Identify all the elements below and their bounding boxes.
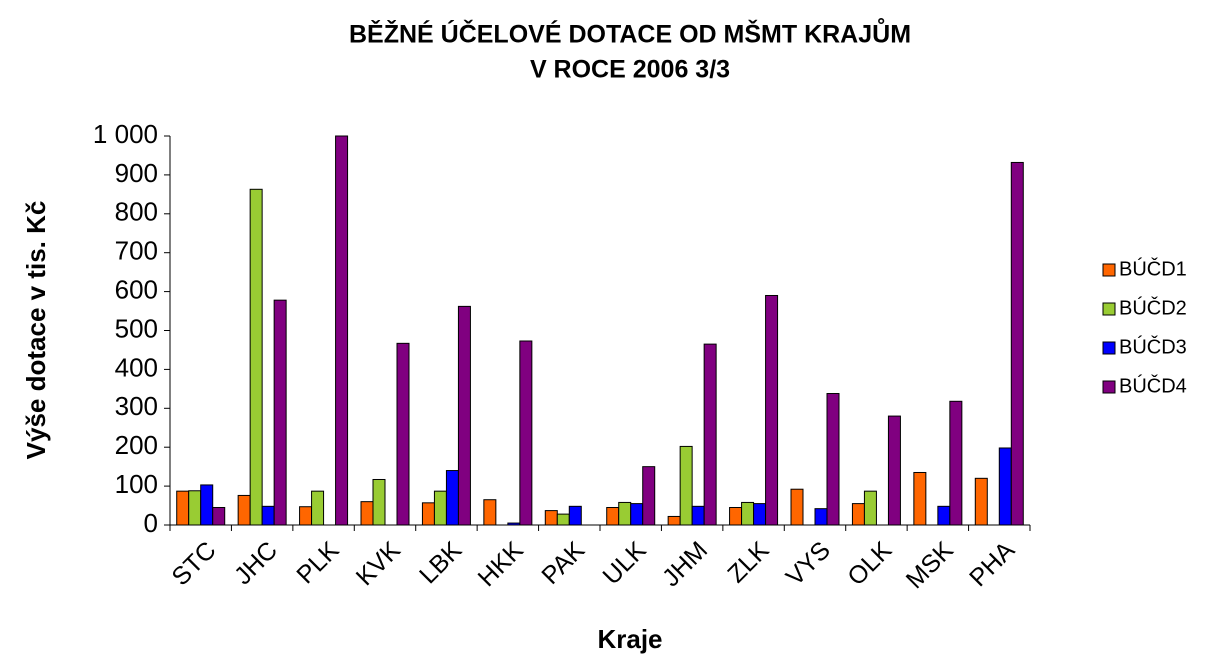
bar (433, 490, 447, 526)
bar (887, 415, 901, 526)
bar (998, 447, 1012, 526)
x-tick-label: ZLK (722, 536, 774, 588)
bar (421, 502, 435, 526)
x-tick-label: JHM (657, 536, 713, 592)
bar (200, 484, 214, 526)
y-tick-label: 500 (115, 313, 158, 343)
y-tick-label: 900 (115, 158, 158, 188)
bar (974, 477, 988, 526)
y-tick-label: 0 (144, 508, 158, 538)
y-tick-label: 600 (115, 274, 158, 304)
bar (335, 135, 349, 526)
bar (445, 470, 459, 526)
bar (556, 513, 570, 526)
x-tick-label: ULK (597, 536, 651, 590)
chart-subtitle: V ROCE 2006 3/3 (530, 56, 730, 84)
y-tick-label: 300 (115, 391, 158, 421)
x-tick-label: OLK (842, 536, 897, 591)
bar (176, 490, 190, 526)
legend-swatch (1102, 302, 1116, 316)
bar (606, 506, 620, 526)
y-tick-label: 800 (115, 197, 158, 227)
bar (729, 506, 743, 526)
y-tick-label: 200 (115, 430, 158, 460)
bar (851, 503, 865, 526)
bar (642, 466, 656, 526)
bar (1010, 161, 1024, 526)
x-tick-label: MSK (901, 536, 959, 594)
x-axis-label: Kraje (597, 624, 662, 654)
bar (237, 494, 251, 526)
bar (753, 503, 767, 526)
bar (299, 506, 313, 526)
bar (618, 501, 632, 526)
bar (360, 501, 374, 526)
bar (630, 503, 644, 526)
bar (544, 510, 558, 526)
x-tick-label: LBK (414, 536, 467, 589)
bar (913, 471, 927, 526)
bar (826, 393, 840, 526)
bar (396, 342, 410, 526)
bar (949, 400, 963, 526)
bar (188, 490, 202, 526)
legend-label: BÚČD1 (1119, 257, 1187, 280)
bar (691, 505, 705, 526)
bar (765, 294, 779, 526)
y-tick-label: 400 (115, 352, 158, 382)
legend-label: BÚČD3 (1119, 335, 1187, 358)
x-tick-label: HKK (473, 536, 529, 592)
bar (679, 445, 693, 526)
bar (273, 299, 287, 526)
bar (568, 505, 582, 526)
bar (703, 343, 717, 526)
bar (519, 340, 533, 526)
legend-swatch (1102, 380, 1116, 394)
bar (372, 478, 386, 526)
bar (790, 488, 804, 526)
y-axis-label: Výše dotace v tis. Kč (21, 201, 51, 460)
x-tick-label: JHC (229, 536, 283, 590)
bar (667, 515, 681, 526)
bar (937, 505, 951, 526)
bar (814, 508, 828, 526)
legend-swatch (1102, 341, 1116, 355)
bar (261, 505, 275, 526)
legend-label: BÚČD2 (1119, 296, 1187, 319)
x-tick-label: PLK (291, 536, 344, 589)
y-tick-label: 1 000 (93, 119, 158, 149)
y-tick-label: 100 (115, 469, 158, 499)
x-tick-label: PAK (536, 536, 590, 590)
bar (483, 499, 497, 526)
chart-title: BĚŽNÉ ÚČELOVÉ DOTACE OD MŠMT KRAJŮM (349, 17, 911, 49)
bar (741, 501, 755, 526)
x-tick-label: VYS (781, 536, 836, 591)
bar (212, 506, 226, 526)
x-tick-label: STC (166, 536, 221, 591)
bar (863, 490, 877, 526)
x-tick-label: KVK (351, 536, 406, 591)
bar (311, 490, 325, 526)
legend-label: BÚČD4 (1119, 374, 1187, 397)
legend-swatch (1102, 263, 1116, 277)
y-tick-label: 700 (115, 236, 158, 266)
x-tick-label: PHA (964, 536, 1020, 592)
bar (457, 305, 471, 526)
bar (249, 188, 263, 526)
